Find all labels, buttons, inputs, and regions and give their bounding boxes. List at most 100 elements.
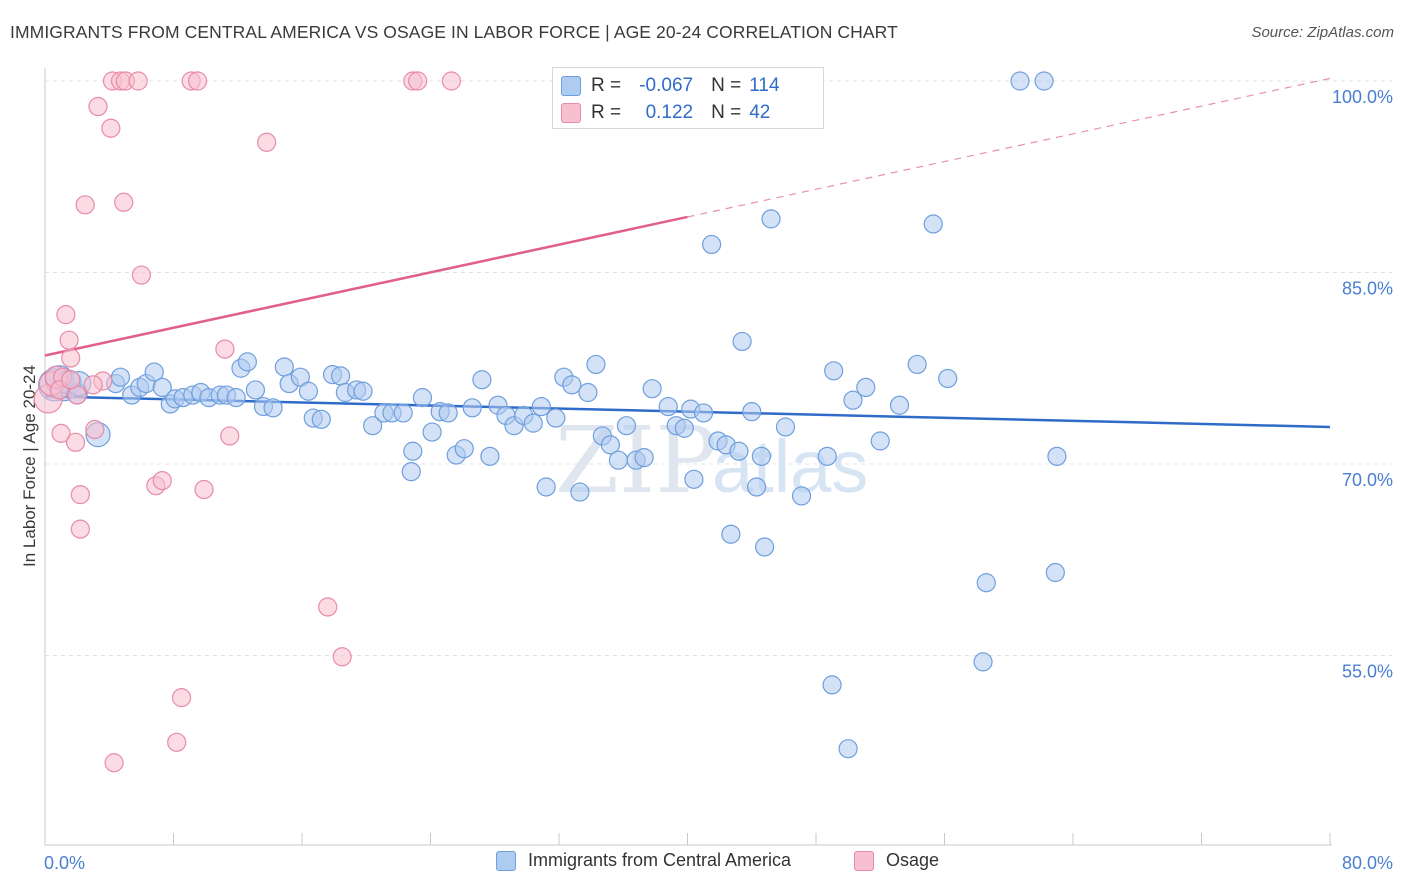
data-point-blue bbox=[110, 367, 131, 387]
data-point-blue bbox=[775, 417, 796, 437]
data-point-blue bbox=[742, 402, 762, 422]
data-point-blue bbox=[298, 381, 319, 401]
data-point-pink bbox=[51, 423, 71, 443]
data-point-blue bbox=[462, 398, 482, 418]
data-point-blue bbox=[616, 416, 637, 436]
trend-line-dashed-pink bbox=[687, 77, 1331, 218]
data-point-pink bbox=[65, 432, 86, 452]
data-point-blue bbox=[330, 366, 351, 386]
x-tick-label-max: 80.0% bbox=[1342, 853, 1393, 873]
data-point-pink bbox=[220, 426, 240, 446]
data-point-blue bbox=[817, 446, 837, 466]
data-point-blue bbox=[907, 354, 927, 375]
data-point-blue bbox=[721, 524, 741, 544]
data-point-blue bbox=[754, 537, 775, 557]
data-point-blue bbox=[237, 352, 257, 372]
series-pink-points bbox=[33, 71, 461, 773]
data-point-pink bbox=[152, 470, 172, 491]
data-point-blue bbox=[226, 388, 246, 408]
data-point-blue bbox=[701, 234, 722, 255]
data-point-blue bbox=[838, 739, 858, 759]
y-tick-label: 55.0% bbox=[1342, 662, 1393, 682]
data-point-blue bbox=[684, 469, 704, 489]
data-point-blue bbox=[1010, 71, 1030, 91]
axes bbox=[44, 68, 1332, 846]
data-point-blue bbox=[401, 462, 421, 482]
x-tick-label-min: 0.0% bbox=[44, 853, 85, 873]
legend-item-blue[interactable]: Immigrants from Central America bbox=[496, 850, 791, 871]
data-point-blue bbox=[746, 477, 767, 497]
data-point-blue bbox=[152, 377, 172, 397]
data-point-blue bbox=[1045, 562, 1065, 583]
data-point-blue bbox=[570, 482, 590, 502]
data-point-pink bbox=[59, 330, 79, 350]
data-point-pink bbox=[61, 370, 81, 390]
stats-r-label: R = bbox=[591, 75, 622, 96]
data-point-pink bbox=[75, 195, 95, 215]
data-point-blue bbox=[586, 354, 606, 375]
legend-label-pink: Osage bbox=[886, 850, 940, 870]
data-point-blue bbox=[658, 396, 678, 417]
y-tick-label: 100.0% bbox=[1332, 87, 1393, 107]
stats-swatch-pink bbox=[561, 103, 581, 123]
data-point-blue bbox=[1047, 446, 1067, 466]
data-point-pink bbox=[114, 192, 134, 212]
data-point-pink bbox=[56, 305, 76, 325]
data-point-blue bbox=[311, 409, 331, 429]
data-point-pink bbox=[171, 688, 192, 708]
legend-item-pink[interactable]: Osage bbox=[854, 850, 939, 871]
data-point-blue bbox=[274, 357, 294, 377]
data-point-blue bbox=[824, 361, 844, 381]
data-point-pink bbox=[194, 479, 214, 500]
data-point-blue bbox=[791, 486, 812, 506]
data-point-blue bbox=[422, 422, 442, 442]
legend: Immigrants from Central America Osage bbox=[0, 850, 1406, 880]
data-point-blue bbox=[472, 370, 492, 390]
data-point-blue bbox=[546, 408, 566, 428]
y-tick-label: 70.0% bbox=[1342, 470, 1393, 490]
data-point-pink bbox=[61, 348, 81, 368]
legend-label-blue: Immigrants from Central America bbox=[528, 850, 792, 870]
stats-n-value: 42 bbox=[749, 102, 771, 123]
data-point-blue bbox=[642, 379, 662, 399]
data-point-blue bbox=[870, 431, 890, 451]
data-point-blue bbox=[634, 448, 654, 468]
data-point-blue bbox=[144, 362, 164, 382]
data-point-blue bbox=[674, 418, 694, 438]
data-point-pink bbox=[318, 597, 338, 617]
data-point-pink bbox=[128, 71, 148, 91]
data-point-blue bbox=[923, 214, 943, 234]
data-point-pink bbox=[167, 732, 187, 752]
data-point-pink bbox=[131, 265, 151, 285]
stats-row-blue: R = -0.067 N = 114 bbox=[561, 73, 780, 99]
data-point-blue bbox=[480, 446, 500, 466]
tick-labels: 55.0% 70.0% 85.0% 100.0% 0.0% 80.0% bbox=[44, 87, 1393, 873]
data-point-blue bbox=[729, 441, 749, 461]
series-blue-points bbox=[38, 71, 1067, 759]
data-point-blue bbox=[843, 390, 863, 410]
stats-r-value: -0.067 bbox=[639, 75, 694, 96]
data-point-blue bbox=[889, 395, 910, 415]
source-label: Source: ZipAtlas.com bbox=[1251, 24, 1394, 41]
data-point-blue bbox=[938, 368, 958, 389]
data-point-blue bbox=[761, 209, 781, 229]
data-point-pink bbox=[104, 753, 124, 773]
watermark-atlas: atlas bbox=[712, 425, 868, 508]
data-point-blue bbox=[245, 380, 266, 400]
data-point-blue bbox=[578, 382, 598, 403]
chart-title: IMMIGRANTS FROM CENTRAL AMERICA VS OSAGE… bbox=[10, 22, 898, 42]
data-point-blue bbox=[363, 416, 383, 436]
data-point-blue bbox=[562, 375, 582, 395]
data-point-blue bbox=[856, 377, 876, 397]
data-point-blue bbox=[732, 331, 752, 352]
stats-r-label: R = bbox=[591, 102, 622, 123]
stats-n-label: N = bbox=[711, 75, 742, 96]
data-point-blue bbox=[353, 381, 373, 401]
data-point-blue bbox=[973, 652, 993, 672]
data-point-pink bbox=[83, 375, 103, 395]
data-point-blue bbox=[751, 446, 771, 466]
data-point-blue bbox=[976, 573, 996, 593]
data-point-pink bbox=[215, 339, 235, 359]
data-point-pink bbox=[85, 419, 105, 440]
